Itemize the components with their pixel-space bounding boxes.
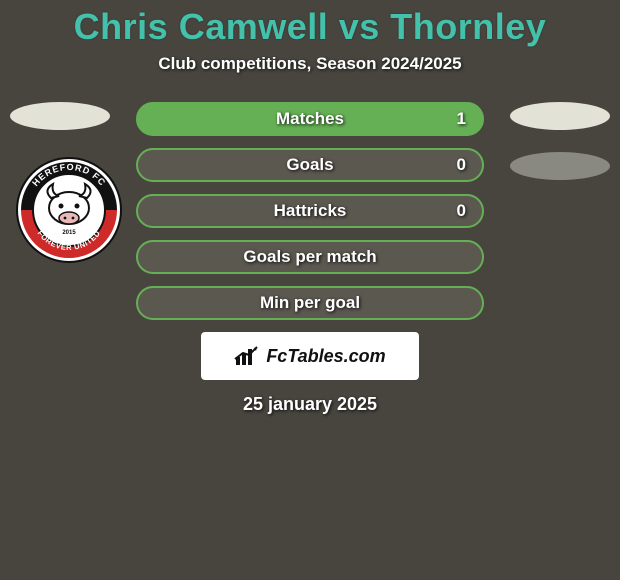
stat-label: Goals per match xyxy=(243,247,376,267)
stat-bar-goals: Goals 0 xyxy=(136,148,484,182)
player-right-marker-2 xyxy=(510,152,610,180)
comparison-area: HEREFORD FC FOREVER UNITED 2015 Matches … xyxy=(0,102,620,415)
stat-value: 0 xyxy=(457,201,466,221)
player-right-marker xyxy=(510,102,610,130)
chart-icon xyxy=(234,345,260,367)
footer-brand-text: FcTables.com xyxy=(266,346,385,367)
stat-bars: Matches 1 Goals 0 Hattricks 0 Goals per … xyxy=(136,102,484,320)
footer-brand: FcTables.com xyxy=(201,332,419,380)
stat-label: Matches xyxy=(276,109,344,129)
club-badge: HEREFORD FC FOREVER UNITED 2015 xyxy=(15,156,123,264)
date-label: 25 january 2025 xyxy=(0,394,620,415)
stat-value: 1 xyxy=(457,109,466,129)
stat-value: 0 xyxy=(457,155,466,175)
badge-year: 2015 xyxy=(62,230,76,236)
stat-bar-hattricks: Hattricks 0 xyxy=(136,194,484,228)
player-left-marker xyxy=(10,102,110,130)
subtitle: Club competitions, Season 2024/2025 xyxy=(0,54,620,74)
page-title: Chris Camwell vs Thornley xyxy=(0,0,620,48)
stat-bar-matches: Matches 1 xyxy=(136,102,484,136)
stat-label: Goals xyxy=(286,155,333,175)
stat-label: Min per goal xyxy=(260,293,360,313)
stat-bar-goals-per-match: Goals per match xyxy=(136,240,484,274)
stat-label: Hattricks xyxy=(274,201,347,221)
stat-bar-min-per-goal: Min per goal xyxy=(136,286,484,320)
